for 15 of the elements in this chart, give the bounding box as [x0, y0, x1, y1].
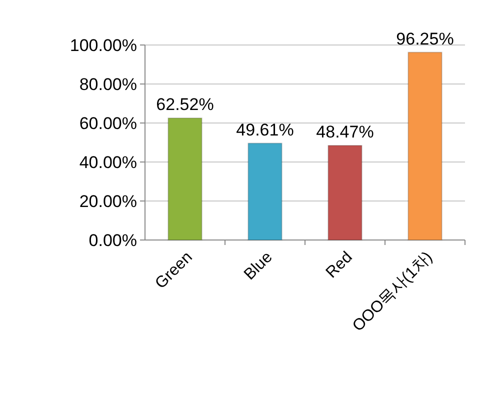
- data-label: 49.61%: [236, 120, 294, 140]
- y-tick-label: 0.00%: [88, 231, 137, 250]
- bar: [168, 118, 202, 240]
- y-tick-label: 40.00%: [79, 153, 137, 172]
- y-tick-label: 80.00%: [79, 75, 137, 94]
- data-label: 96.25%: [396, 29, 454, 48]
- x-tick-label: Blue: [241, 248, 276, 284]
- y-tick-label: 100.00%: [70, 36, 137, 55]
- bar: [248, 142, 282, 240]
- data-label: 62.52%: [156, 95, 214, 114]
- y-tick-label: 20.00%: [79, 192, 137, 211]
- data-label: 48.47%: [316, 122, 374, 142]
- bar: [328, 144, 362, 240]
- bar: [408, 52, 442, 240]
- y-tick-label: 60.00%: [79, 114, 137, 133]
